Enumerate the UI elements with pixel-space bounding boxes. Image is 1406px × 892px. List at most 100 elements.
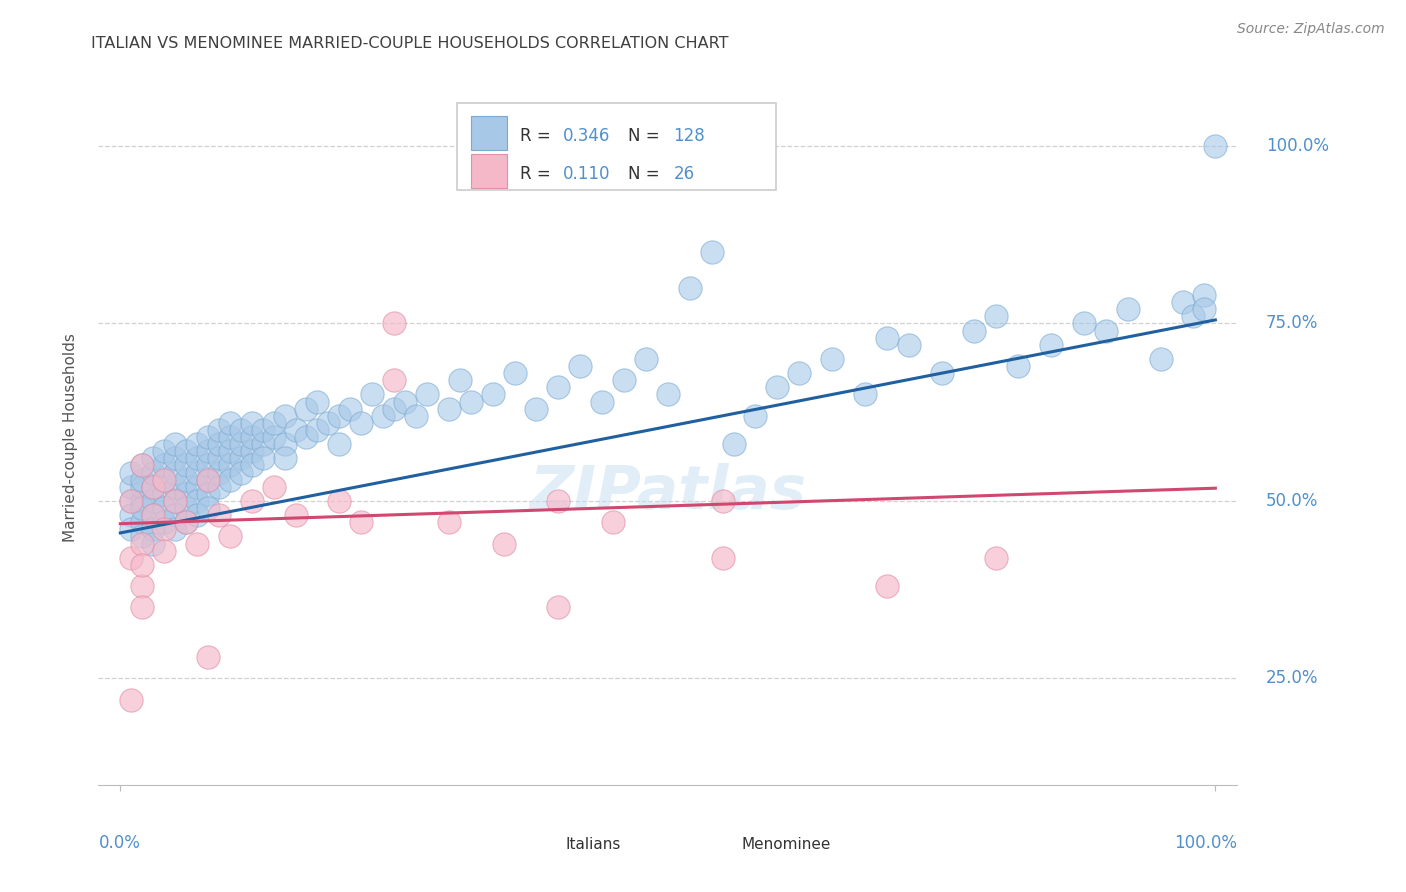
Point: [153, 543, 176, 558]
Point: [284, 508, 307, 523]
Point: [1182, 310, 1205, 324]
Point: [613, 373, 636, 387]
Point: [503, 366, 526, 380]
Point: [876, 579, 898, 593]
Point: [492, 536, 515, 550]
Text: N =: N =: [628, 165, 665, 184]
Point: [284, 423, 307, 437]
Text: 100.0%: 100.0%: [1174, 834, 1237, 852]
Point: [186, 466, 208, 480]
Point: [361, 387, 384, 401]
Point: [165, 508, 187, 523]
Point: [263, 430, 285, 444]
Point: [821, 351, 844, 366]
Point: [437, 516, 460, 530]
Point: [218, 473, 240, 487]
Text: 75.0%: 75.0%: [1265, 315, 1319, 333]
Point: [153, 516, 176, 530]
Point: [174, 458, 197, 473]
Point: [153, 487, 176, 501]
Point: [1149, 351, 1171, 366]
Point: [963, 324, 986, 338]
Point: [240, 416, 263, 430]
Point: [318, 416, 340, 430]
Point: [273, 409, 295, 423]
Point: [240, 430, 263, 444]
Point: [120, 508, 142, 523]
Point: [218, 430, 240, 444]
Point: [174, 487, 197, 501]
Point: [131, 458, 153, 473]
Point: [602, 516, 624, 530]
Point: [263, 416, 285, 430]
Point: [876, 331, 898, 345]
Text: 0.346: 0.346: [562, 128, 610, 145]
Y-axis label: Married-couple Households: Married-couple Households: [63, 333, 77, 541]
Point: [197, 430, 219, 444]
Point: [142, 480, 165, 494]
Point: [186, 480, 208, 494]
Point: [371, 409, 394, 423]
Point: [382, 317, 405, 331]
Text: N =: N =: [628, 128, 665, 145]
Point: [142, 522, 165, 536]
Point: [186, 437, 208, 451]
Point: [153, 501, 176, 516]
Point: [142, 508, 165, 523]
Text: Source: ZipAtlas.com: Source: ZipAtlas.com: [1237, 22, 1385, 37]
Point: [153, 473, 176, 487]
Point: [1007, 359, 1029, 373]
Point: [131, 480, 153, 494]
Point: [120, 494, 142, 508]
Point: [437, 401, 460, 416]
Text: 100.0%: 100.0%: [1265, 137, 1329, 155]
Point: [142, 508, 165, 523]
Text: 0.0%: 0.0%: [98, 834, 141, 852]
Point: [382, 401, 405, 416]
Point: [165, 480, 187, 494]
Point: [711, 550, 734, 565]
Point: [526, 401, 548, 416]
Text: R =: R =: [520, 165, 555, 184]
Point: [273, 437, 295, 451]
Point: [263, 480, 285, 494]
Point: [208, 423, 231, 437]
FancyBboxPatch shape: [707, 834, 733, 855]
Point: [416, 387, 439, 401]
Point: [897, 338, 920, 352]
Point: [197, 473, 219, 487]
Point: [700, 245, 723, 260]
Point: [165, 466, 187, 480]
Point: [153, 473, 176, 487]
Point: [460, 394, 482, 409]
Point: [986, 550, 1008, 565]
Text: Italians: Italians: [565, 837, 620, 852]
Point: [295, 401, 318, 416]
Text: 128: 128: [673, 128, 706, 145]
Point: [142, 480, 165, 494]
Point: [328, 437, 350, 451]
Point: [165, 494, 187, 508]
Point: [252, 423, 274, 437]
Point: [131, 516, 153, 530]
Point: [931, 366, 953, 380]
Point: [1040, 338, 1063, 352]
Point: [394, 394, 416, 409]
Point: [120, 494, 142, 508]
Point: [120, 480, 142, 494]
Point: [405, 409, 427, 423]
Point: [197, 473, 219, 487]
Point: [131, 579, 153, 593]
Point: [273, 451, 295, 466]
Point: [197, 458, 219, 473]
Point: [1194, 288, 1216, 302]
Point: [711, 494, 734, 508]
Point: [131, 558, 153, 572]
Point: [252, 437, 274, 451]
Point: [208, 480, 231, 494]
Point: [634, 351, 657, 366]
Point: [131, 458, 153, 473]
Point: [186, 494, 208, 508]
Point: [328, 494, 350, 508]
Point: [120, 522, 142, 536]
